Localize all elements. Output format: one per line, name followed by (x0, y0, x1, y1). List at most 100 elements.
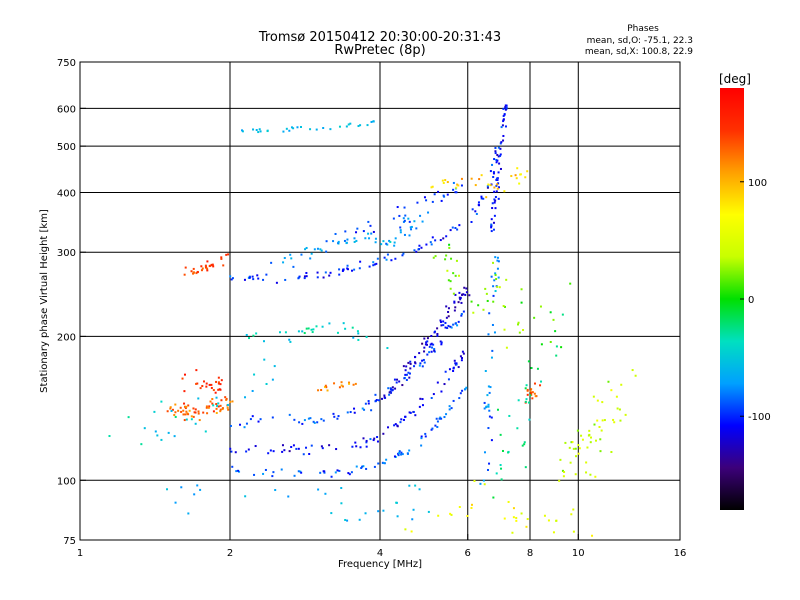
data-point (192, 272, 195, 275)
data-point (438, 417, 441, 420)
data-point (448, 408, 451, 411)
data-point (456, 183, 459, 186)
data-point (375, 398, 378, 401)
data-point (219, 383, 222, 386)
data-point (252, 334, 255, 337)
data-point (376, 436, 379, 439)
data-point (337, 415, 340, 418)
data-point (386, 253, 389, 256)
data-point (496, 159, 499, 162)
data-point (292, 444, 295, 447)
data-point (472, 311, 475, 314)
data-point (504, 108, 507, 111)
data-point (338, 469, 341, 472)
data-point (374, 393, 377, 396)
data-point (227, 253, 230, 256)
data-point (302, 453, 305, 456)
data-point (320, 445, 323, 448)
data-point (244, 396, 247, 399)
data-point (200, 269, 203, 272)
data-point (442, 324, 445, 327)
data-point (539, 384, 542, 387)
data-point (370, 232, 373, 235)
data-point (491, 323, 494, 326)
data-point (452, 399, 455, 402)
data-point (578, 447, 581, 450)
data-point (620, 383, 623, 386)
data-point (631, 369, 634, 372)
data-point (463, 286, 466, 289)
data-point (494, 146, 497, 149)
data-point (400, 453, 403, 456)
data-point (484, 370, 487, 373)
data-point (183, 405, 186, 408)
data-point (271, 416, 274, 419)
data-point (316, 271, 319, 274)
data-point (492, 285, 495, 288)
data-point (498, 162, 501, 165)
data-point (450, 513, 453, 516)
data-point (310, 328, 313, 331)
data-point (204, 264, 207, 267)
data-point (166, 410, 169, 413)
data-point (496, 183, 499, 186)
data-point (324, 384, 327, 387)
data-point (486, 394, 489, 397)
data-point (230, 278, 233, 281)
data-point (217, 402, 220, 405)
data-point (433, 330, 436, 333)
data-point (499, 147, 502, 150)
data-point (187, 404, 190, 407)
data-point (430, 350, 433, 353)
data-point (483, 451, 486, 454)
data-point (408, 376, 411, 379)
data-point (307, 327, 310, 330)
data-point (394, 237, 397, 240)
data-point (160, 438, 163, 441)
data-point (533, 392, 536, 395)
data-point (229, 275, 232, 278)
data-point (524, 176, 527, 179)
data-point (340, 384, 343, 387)
data-point (432, 343, 435, 346)
data-point (353, 407, 356, 410)
data-point (465, 291, 468, 294)
data-point (254, 445, 257, 448)
data-point (237, 469, 240, 472)
data-point (180, 486, 183, 489)
data-point (607, 380, 610, 383)
data-point (536, 367, 539, 370)
data-point (326, 389, 329, 392)
data-point (569, 461, 572, 464)
data-point (183, 402, 186, 405)
data-point (259, 130, 262, 133)
data-point (530, 388, 533, 391)
data-point (477, 304, 480, 307)
data-point (325, 240, 328, 243)
data-point (219, 404, 222, 407)
data-point (409, 226, 412, 229)
data-point (351, 445, 354, 448)
data-point (491, 207, 494, 210)
data-point (229, 424, 232, 427)
data-point (497, 146, 500, 149)
data-point (418, 352, 421, 355)
data-point (464, 388, 467, 391)
data-point (368, 237, 371, 240)
data-point (202, 411, 205, 414)
y-tick-label: 200 (57, 332, 76, 343)
data-point (263, 358, 266, 361)
data-point (585, 461, 588, 464)
data-point (404, 369, 407, 372)
data-point (353, 268, 356, 271)
data-point (424, 343, 427, 346)
data-point (234, 451, 237, 454)
data-point (336, 469, 339, 472)
data-point (458, 397, 461, 400)
data-point (211, 263, 214, 266)
y-tick-label: 100 (57, 476, 76, 487)
data-point (455, 191, 458, 194)
data-point (465, 386, 468, 389)
data-point (183, 273, 186, 276)
data-point (292, 265, 295, 268)
